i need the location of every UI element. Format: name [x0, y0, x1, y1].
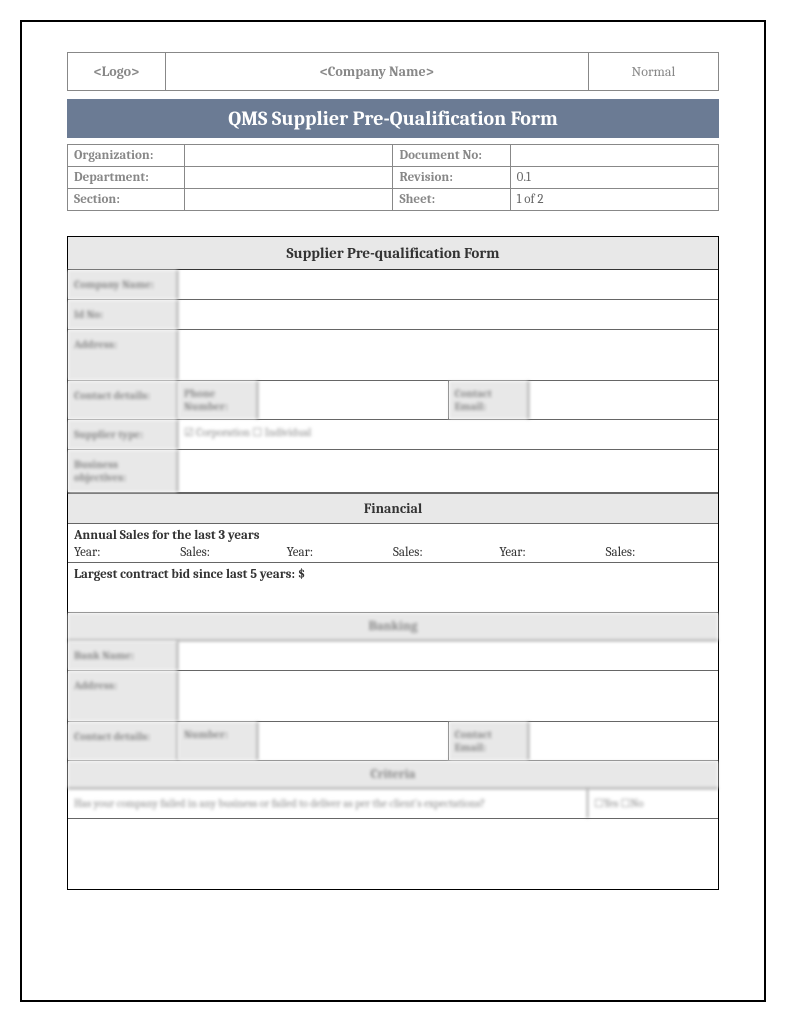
year1-label: Year:: [74, 545, 180, 560]
contact-email-input[interactable]: [529, 381, 719, 419]
bank-contact-label: Contact details:: [68, 722, 178, 760]
contract-bid-row: Largest contract bid since last 5 years:…: [68, 563, 718, 613]
sales1-label: Sales:: [180, 545, 286, 560]
document-header: <Logo> <Company Name> Normal: [67, 52, 719, 91]
sheet-value: 1 of 2: [510, 189, 718, 211]
bank-number-label: Number:: [178, 722, 258, 760]
bank-email-label: Contact Email:: [449, 722, 529, 760]
phone-number-input[interactable]: [258, 381, 449, 419]
organization-value: [185, 145, 393, 167]
document-page: <Logo> <Company Name> Normal QMS Supplie…: [20, 20, 766, 1002]
logo-cell: <Logo>: [68, 53, 166, 91]
department-value: [185, 167, 393, 189]
banking-header: Banking: [68, 613, 718, 641]
bank-email-input[interactable]: [529, 722, 719, 760]
criteria-header: Criteria: [68, 761, 718, 789]
criteria-question-1: Has your company failed in any business …: [68, 789, 588, 818]
contact-details-label: Contact details:: [68, 381, 178, 419]
documentno-value: [510, 145, 718, 167]
year2-label: Year:: [287, 545, 393, 560]
contact-details-row: Contact details: Phone Number: Contact E…: [68, 381, 718, 420]
financial-header: Financial: [68, 493, 718, 524]
revision-value: 0.1: [510, 167, 718, 189]
bank-contact-row: Contact details: Number: Contact Email:: [68, 722, 718, 761]
supplier-type-label: Supplier type:: [68, 420, 178, 449]
form-container: Supplier Pre-qualification Form Company …: [67, 236, 719, 890]
bank-address-input[interactable]: [178, 671, 718, 721]
sales2-label: Sales:: [393, 545, 499, 560]
form-main-header: Supplier Pre-qualification Form: [68, 237, 718, 270]
bottom-space: [68, 819, 718, 889]
company-name-label: Company Name:: [68, 270, 178, 299]
bank-name-label: Bank Name:: [68, 641, 178, 670]
bank-address-label: Address:: [68, 671, 178, 721]
id-no-input[interactable]: [178, 300, 718, 329]
bank-address-row: Address:: [68, 671, 718, 722]
id-no-label: Id No:: [68, 300, 178, 329]
contact-email-label: Contact Email:: [449, 381, 529, 419]
department-label: Department:: [68, 167, 185, 189]
phone-number-label: Phone Number:: [178, 381, 258, 419]
organization-label: Organization:: [68, 145, 185, 167]
criteria-answer-1[interactable]: ☐Yes ☐No: [588, 789, 718, 818]
revision-label: Revision:: [393, 167, 510, 189]
sheet-label: Sheet:: [393, 189, 510, 211]
section-value: [185, 189, 393, 211]
address-label: Address:: [68, 330, 178, 380]
year3-label: Year:: [499, 545, 605, 560]
address-input[interactable]: [178, 330, 718, 380]
criteria-row-1: Has your company failed in any business …: [68, 789, 718, 819]
metadata-table: Organization: Document No: Department: R…: [67, 144, 719, 211]
supplier-type-row: Supplier type: ☑ Corporation ☐ Individua…: [68, 420, 718, 450]
company-name-row: Company Name:: [68, 270, 718, 300]
id-no-row: Id No:: [68, 300, 718, 330]
annual-sales-block: Annual Sales for the last 3 years Year: …: [68, 524, 718, 563]
form-title: QMS Supplier Pre-Qualification Form: [67, 99, 719, 138]
bank-name-row: Bank Name:: [68, 641, 718, 671]
business-objectives-input[interactable]: [178, 450, 718, 492]
business-objectives-label: Business objectives:: [68, 450, 178, 492]
business-objectives-row: Business objectives:: [68, 450, 718, 493]
bank-number-input[interactable]: [258, 722, 449, 760]
documentno-label: Document No:: [393, 145, 510, 167]
annual-sales-label: Annual Sales for the last 3 years: [74, 528, 712, 543]
status-cell: Normal: [588, 53, 718, 91]
address-row: Address:: [68, 330, 718, 381]
company-name-input[interactable]: [178, 270, 718, 299]
sales3-label: Sales:: [606, 545, 712, 560]
bank-name-input[interactable]: [178, 641, 718, 670]
section-label: Section:: [68, 189, 185, 211]
company-name-cell: <Company Name>: [165, 53, 588, 91]
supplier-type-value[interactable]: ☑ Corporation ☐ Individual: [178, 420, 718, 449]
